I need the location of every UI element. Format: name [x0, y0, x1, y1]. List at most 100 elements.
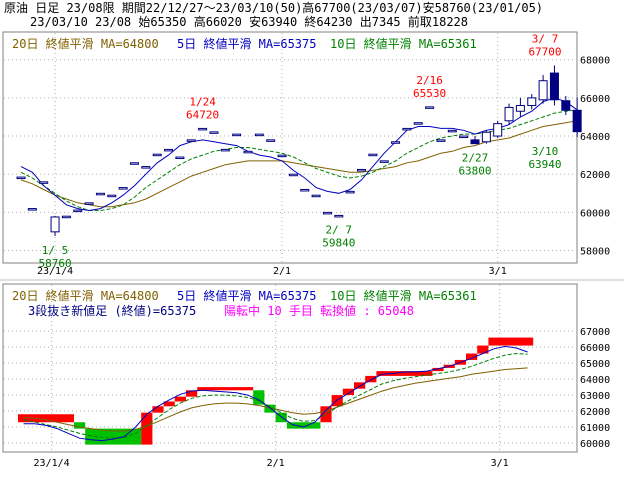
break-brick: [488, 337, 534, 346]
candle: [379, 160, 389, 163]
candle: [107, 194, 117, 198]
legend-ma20: 20日 終値平滑 MA=64800: [12, 36, 159, 51]
candle: [84, 202, 94, 205]
candle: [334, 214, 344, 218]
annotation-price: 59840: [322, 236, 355, 249]
break-brick: [365, 375, 377, 383]
candle: [164, 148, 174, 152]
break-x-tick-label: 2/1: [267, 458, 285, 469]
candle: [425, 106, 435, 109]
candle: [470, 139, 480, 145]
annotation-price: 67700: [528, 45, 561, 58]
annotation-date: 3/ 7: [532, 32, 559, 45]
candle: [345, 190, 355, 194]
candle: [175, 156, 185, 160]
candle: [243, 150, 253, 154]
break-y-tick-label: 60000: [580, 439, 610, 450]
break-x-tick-label: 3/1: [491, 458, 509, 469]
candle: [16, 176, 26, 180]
candle-ma20-line: [20, 120, 578, 208]
candle-plot-frame: [2, 31, 578, 264]
candle: [266, 139, 276, 142]
candle-y-tick-label: 64000: [580, 132, 610, 143]
annotation-price: 63800: [458, 165, 491, 178]
candle: [73, 209, 83, 213]
break-x-axis: 23/1/4 2/1 3/1: [34, 458, 509, 469]
candles: [16, 65, 582, 237]
annotation-price: 64720: [186, 108, 219, 121]
candle: [254, 133, 264, 137]
candle: [481, 131, 491, 143]
break-plot-frame: [2, 283, 578, 453]
candle-legend: 20日 終値平滑 MA=64800 5日 終値平滑 MA=65375 10日 終…: [12, 36, 477, 51]
break-y-tick-label: 67000: [580, 327, 610, 338]
candle: [391, 141, 401, 144]
break-brick: [331, 395, 343, 407]
candle: [515, 105, 525, 112]
candle: [130, 162, 139, 165]
candle-y-tick-label: 58000: [580, 247, 610, 258]
candle-x-tick-label: 2/1: [273, 266, 291, 277]
candle: [436, 139, 446, 142]
annotation-price: 58760: [38, 257, 71, 270]
candle: [549, 72, 559, 101]
break-brick: [18, 414, 74, 423]
legend2-ma10: 10日 終値平滑 MA=65361: [330, 288, 477, 303]
break-y-tick-label: 65000: [580, 359, 610, 370]
candle: [493, 123, 503, 137]
candle: [447, 129, 457, 133]
candle: [61, 215, 71, 219]
break-brick: [141, 412, 153, 445]
candle-y-tick-label: 68000: [580, 56, 610, 67]
candle-x-axis: 23/1/4 2/1 3/1: [37, 266, 507, 277]
break-brick: [342, 388, 354, 396]
reversal-status: 陽転中 10 手目 転換値 : 65048: [224, 303, 414, 318]
candle: [220, 148, 230, 152]
break-brick: [264, 404, 276, 413]
candle: [141, 166, 151, 169]
break-brick: [376, 371, 433, 376]
annotation-price: 63940: [528, 158, 561, 171]
annotation-price: 65530: [413, 87, 446, 100]
candle-y-axis: 58000 60000 62000 64000 66000 68000: [580, 56, 610, 258]
legend-ma10: 10日 終値平滑 MA=65361: [330, 36, 477, 51]
candle: [300, 188, 310, 192]
break-x-tick-label: 23/1/4: [34, 458, 70, 469]
candle: [572, 109, 582, 133]
candle-y-tick-label: 66000: [580, 94, 610, 105]
candle: [357, 168, 366, 172]
header-line-2: 23/03/10 23/08 始65350 高66020 安63940 終642…: [30, 14, 468, 29]
candle: [118, 187, 128, 190]
legend2-ma5: 5日 終値平滑 MA=65375: [177, 288, 316, 303]
candle: [232, 133, 242, 137]
annotation-date: 2/27: [462, 152, 489, 165]
break-ma10-line: [23, 352, 528, 439]
break-brick: [466, 353, 478, 360]
candle: [39, 181, 49, 184]
candle: [27, 208, 37, 211]
break-y-tick-label: 64000: [580, 375, 610, 386]
candle: [277, 154, 287, 158]
candle: [198, 127, 208, 131]
annotation-date: 1/ 5: [42, 244, 69, 257]
break-brick: [152, 406, 164, 413]
legend-ma5: 5日 終値平滑 MA=65375: [177, 36, 316, 51]
header-line-1: 原油 日足 23/08限 期間22/12/27～23/03/10(50)高677…: [4, 0, 543, 15]
break-brick: [174, 396, 186, 402]
candle-x-tick-label: 23/1/4: [37, 266, 73, 277]
break-brick: [186, 390, 198, 397]
break-brick: [275, 412, 287, 423]
break-brick: [432, 367, 444, 372]
candle: [209, 131, 219, 134]
break-info: 3段抜き新値足 (終値)=65375: [28, 303, 196, 318]
annotation-date: 2/ 7: [326, 223, 353, 236]
candle: [504, 106, 514, 122]
break-brick: [197, 387, 254, 391]
break-ma5-line: [23, 345, 528, 442]
candle: [527, 97, 537, 107]
candle-x-tick-label: 3/1: [489, 266, 507, 277]
break-y-tick-label: 66000: [580, 343, 610, 354]
break-y-axis: 60000 61000 62000 63000 64000 65000 66000 67000: [580, 327, 610, 450]
